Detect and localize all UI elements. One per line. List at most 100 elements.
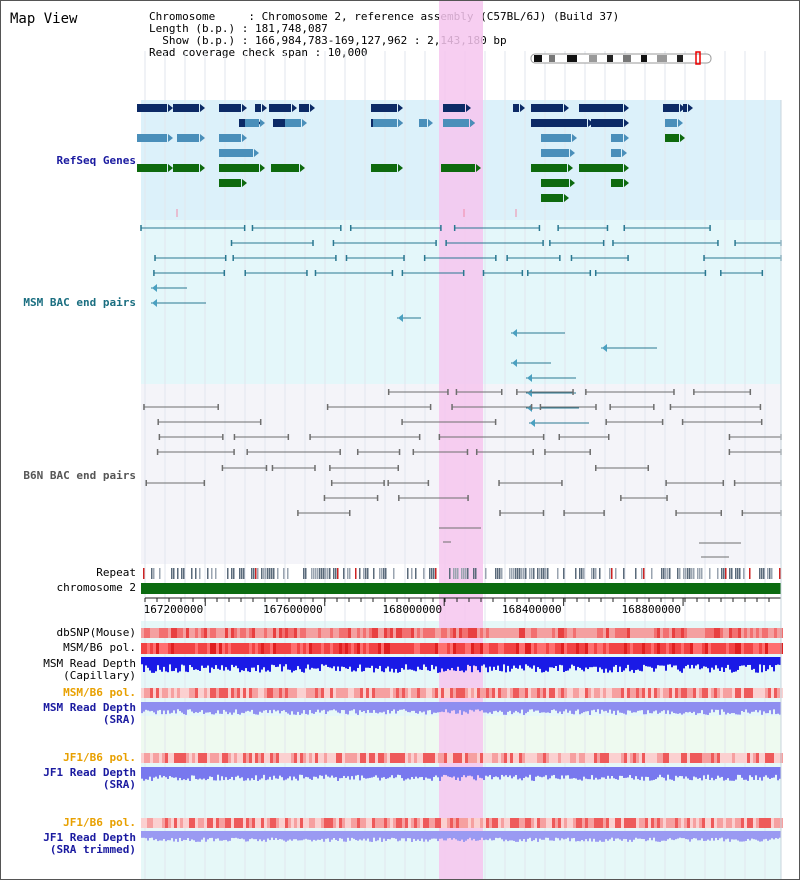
msm-sra-depth-bar xyxy=(329,702,331,711)
msm-capillary-depth-bar xyxy=(409,657,411,670)
msm-sra-depth-bar xyxy=(355,702,357,714)
msm-sra-depth-bar xyxy=(287,702,289,714)
msm-capillary-depth-bar xyxy=(221,657,223,666)
repeat-element xyxy=(153,568,155,579)
jf1-sra-depth-bar xyxy=(143,767,145,781)
refseq-gene-block xyxy=(173,164,199,172)
jf1-sra-depth-bar xyxy=(427,767,429,779)
dbsnp-strip xyxy=(507,628,510,638)
msm-pol-strip-2 xyxy=(582,688,585,698)
jf1-sra-depth-bar xyxy=(253,767,255,780)
msm-capillary-depth-bar xyxy=(563,657,565,673)
jf1-sra-depth-bar xyxy=(617,767,619,780)
jf1-trimmed-depth-bar xyxy=(383,831,385,839)
jf1-pol-strip-1 xyxy=(564,753,567,763)
msm-bac-end-marker xyxy=(602,344,607,352)
msm-bac-label[interactable]: MSM BAC end pairs xyxy=(23,296,136,309)
jf1-trimmed-depth-bar xyxy=(179,831,181,838)
msm-sra-depth-bar xyxy=(237,702,239,715)
msm-sra-depth-bar xyxy=(145,702,147,710)
jf1-sra-depth-bar xyxy=(505,767,507,776)
repeat-element xyxy=(171,568,173,579)
repeat-element xyxy=(709,568,711,579)
gene-strand-arrow xyxy=(622,149,627,157)
dbsnp-strip xyxy=(624,628,627,638)
dbsnp-strip xyxy=(273,628,276,638)
jf1-sra-depth-bar xyxy=(603,767,605,778)
msm-capillary-depth-bar xyxy=(527,657,529,666)
jf1-trimmed-depth-bar xyxy=(229,831,231,841)
jf1-sra-depth-bar xyxy=(747,767,749,781)
dbsnp-strip xyxy=(492,628,495,638)
refseq-genes-label[interactable]: RefSeq Genes xyxy=(56,154,136,167)
jf1-pol-strip-2 xyxy=(669,818,672,828)
jf1-pol-strip-2 xyxy=(540,818,543,828)
jf1-pol-strip-1 xyxy=(768,753,771,763)
repeat-element xyxy=(407,568,409,579)
repeat-element xyxy=(669,568,671,579)
msm-sra-depth-bar xyxy=(563,702,565,712)
ideogram-band xyxy=(549,55,555,62)
jf1-pol-strip-2 xyxy=(738,818,741,828)
msm-capillary-depth-bar xyxy=(765,657,767,672)
jf1-pol-strip-1 xyxy=(429,753,432,763)
jf1-pol-strip-2 xyxy=(744,818,747,828)
msm-capillary-depth-bar xyxy=(165,657,167,672)
jf1-pol-strip-1 xyxy=(174,753,177,763)
jf1-sra-depth-bar xyxy=(299,767,301,775)
b6n-bac-label[interactable]: B6N BAC end pairs xyxy=(23,469,136,482)
msm-capillary-depth-bar xyxy=(529,657,531,668)
jf1-trimmed-depth-bar xyxy=(251,831,253,839)
jf1-sra-depth-bar xyxy=(213,767,215,781)
msm-pol-strip-1 xyxy=(246,643,249,654)
msm-bac-end-marker xyxy=(512,359,517,367)
msm-sra-depth-bar xyxy=(535,702,537,711)
jf1-pol-strip-2 xyxy=(294,818,297,828)
refseq-gene-block xyxy=(273,119,291,127)
jf1-sra-depth-bar xyxy=(693,767,695,777)
msm-sra-depth-bar xyxy=(547,702,549,713)
jf1-pol-strip-2 xyxy=(696,818,699,828)
jf1-pol-strip-2 xyxy=(246,818,249,828)
jf1-sra-depth-bar xyxy=(467,767,469,776)
msm-sra-depth-bar xyxy=(515,702,517,711)
msm-sra-depth-bar xyxy=(779,702,781,715)
msm-pol-strip-1 xyxy=(150,643,153,654)
msm-sra-depth-bar xyxy=(699,702,701,714)
msm-sra-depth-bar xyxy=(719,702,721,715)
jf1-trimmed-depth-bar xyxy=(233,831,235,839)
jf1-trimmed-depth-bar xyxy=(275,831,277,839)
jf1-sra-depth-bar xyxy=(441,767,443,777)
msm-capillary-depth-bar xyxy=(733,657,735,672)
jf1-pol-strip-1 xyxy=(195,753,198,763)
msm-pol-strip-2 xyxy=(168,688,171,698)
dbsnp-strip xyxy=(156,628,159,638)
msm-capillary-depth-bar xyxy=(599,657,601,668)
jf1-trimmed-depth-bar xyxy=(143,831,145,838)
msm-pol-strip-1 xyxy=(168,643,171,654)
msm-capillary-depth-bar xyxy=(511,657,513,669)
msm-depth-cap-line2: (Capillary) xyxy=(63,669,136,682)
gene-strand-arrow xyxy=(310,104,315,112)
refseq-gene-block xyxy=(531,119,587,127)
msm-capillary-depth-bar xyxy=(697,657,699,665)
jf1-trimmed-depth-bar xyxy=(555,831,557,838)
jf1-pol-strip-1 xyxy=(651,753,654,763)
jf1-pol-strip-1 xyxy=(591,753,594,763)
msm-pol-strip-1 xyxy=(498,643,501,654)
msm-capillary-depth-bar xyxy=(209,657,211,673)
jf1-sra-depth-bar xyxy=(339,767,341,779)
msm-capillary-depth-bar xyxy=(717,657,719,669)
msm-capillary-depth-bar xyxy=(379,657,381,666)
jf1-trimmed-depth-bar xyxy=(237,831,239,839)
msm-sra-depth-bar xyxy=(747,702,749,713)
jf1-trimmed-depth-bar xyxy=(191,831,193,840)
repeat-element xyxy=(143,568,145,579)
msm-capillary-depth-bar xyxy=(649,657,651,667)
jf1-pol-strip-1 xyxy=(213,753,216,763)
jf1-trimmed-depth-bar xyxy=(189,831,191,841)
msm-pol-strip-2 xyxy=(555,688,558,698)
jf1-pol-strip-2 xyxy=(666,818,669,828)
jf1-pol-strip-1 xyxy=(279,753,282,763)
